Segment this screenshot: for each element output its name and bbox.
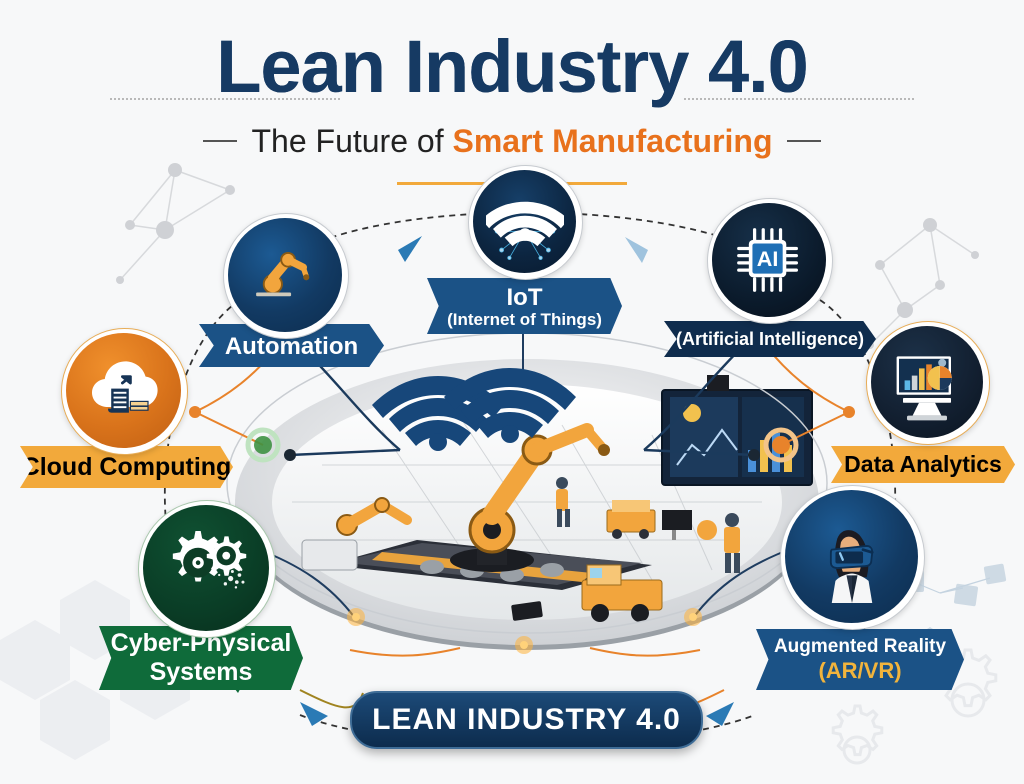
svg-text:AI: AI xyxy=(757,246,779,271)
